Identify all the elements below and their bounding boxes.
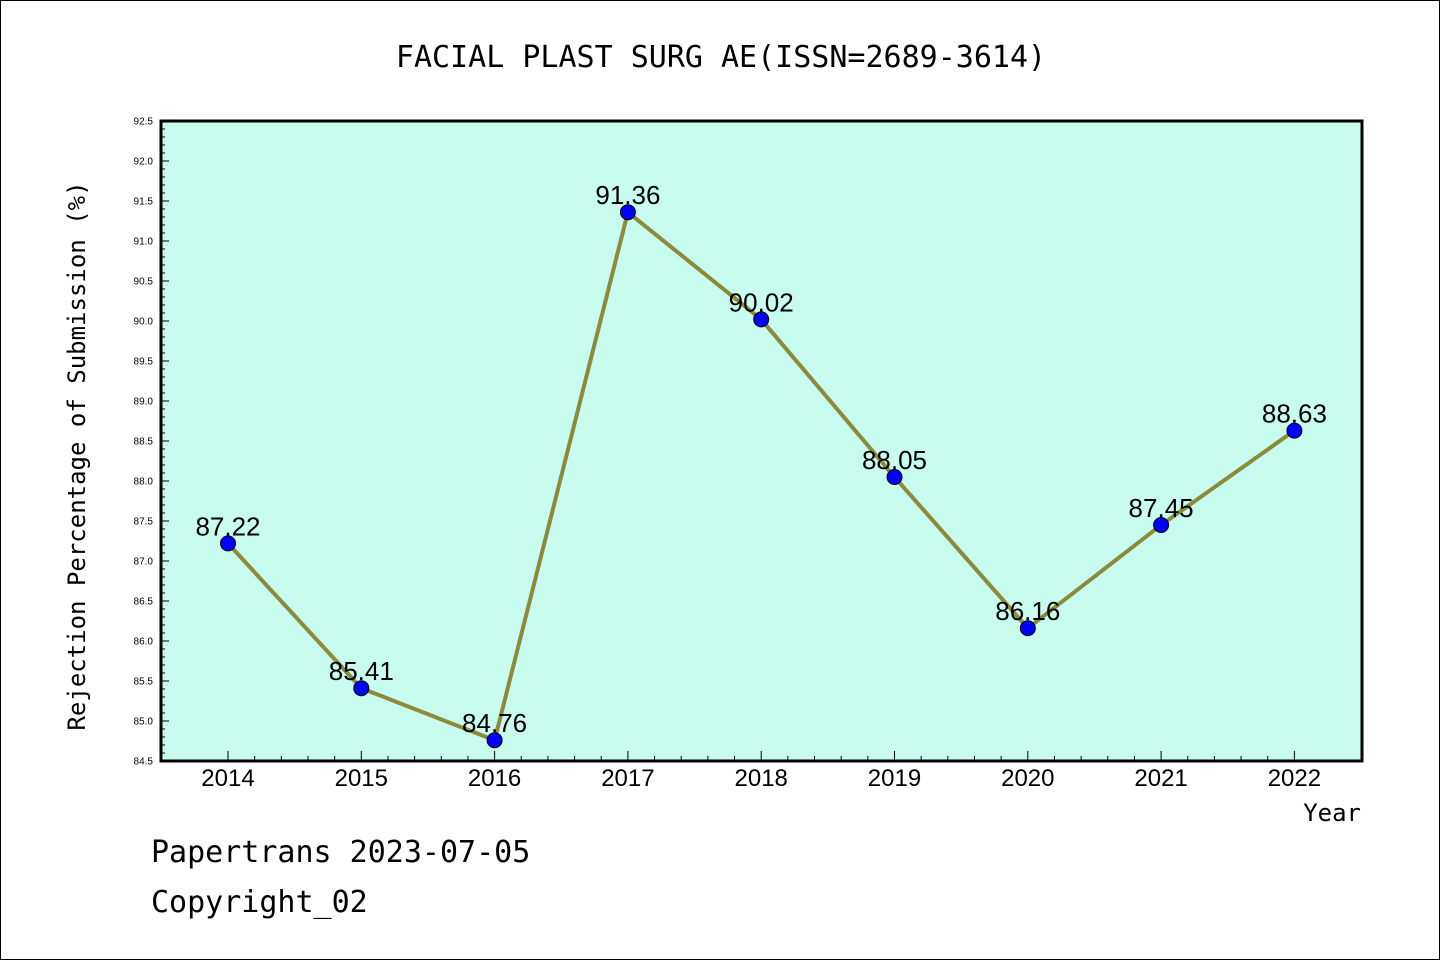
y-tick-label: 88.5	[134, 437, 154, 448]
data-point	[486, 732, 503, 749]
data-label: 88.63	[1262, 399, 1327, 429]
data-label: 90.02	[729, 287, 794, 317]
y-axis-label: Rejection Percentage of Submission (%)	[63, 181, 91, 730]
data-label: 91.36	[595, 180, 660, 210]
y-tick-label: 89.5	[134, 357, 154, 368]
x-tick-label: 2020	[1001, 765, 1054, 792]
x-tick-label: 2022	[1268, 765, 1321, 792]
data-label: 87.22	[195, 511, 260, 541]
y-tick-label: 86.0	[134, 637, 154, 648]
x-axis: 2014 2015 2016 2017 2018 2019 2020 2021 2022	[201, 751, 1321, 792]
data-point	[1019, 620, 1036, 637]
data-point	[1286, 422, 1303, 439]
data-point	[353, 680, 370, 697]
data-labels: 87.22 85.41 84.76 91.36 90.02 88.05 86.16 87.45…	[195, 180, 1326, 738]
footer-copyright: Copyright_02	[151, 885, 368, 920]
y-axis: 84.5 85.0 85.5 86.0 86.5 87.0 87.5 88.0 88.5 89.0…	[134, 117, 169, 768]
y-tick-label: 85.5	[134, 677, 154, 688]
data-label: 88.05	[862, 445, 927, 475]
y-tick-label: 92.5	[134, 117, 154, 128]
x-tick-label: 2017	[601, 765, 654, 792]
x-tick-label: 2019	[868, 765, 921, 792]
y-tick-label: 85.0	[134, 717, 154, 728]
data-label: 86.16	[995, 596, 1060, 626]
x-tick-label: 2016	[468, 765, 521, 792]
x-axis-label: Year	[1303, 799, 1361, 827]
x-tick-label: 2021	[1134, 765, 1187, 792]
y-tick-label: 92.0	[134, 157, 154, 168]
y-tick-label: 90.5	[134, 277, 154, 288]
data-point	[886, 469, 903, 485]
y-tick-label: 87.5	[134, 517, 154, 528]
data-point	[1153, 517, 1170, 533]
chart-title: FACIAL PLAST SURG AE(ISSN=2689-3614)	[396, 40, 1046, 75]
y-tick-label: 86.5	[134, 597, 154, 608]
y-tick-label: 84.5	[134, 757, 154, 768]
data-point	[753, 311, 770, 328]
y-tick-label: 88.0	[134, 477, 154, 488]
data-point	[220, 535, 236, 552]
x-tick-label: 2014	[201, 765, 254, 792]
y-tick-label: 91.5	[134, 197, 154, 208]
x-tick-label: 2018	[735, 765, 788, 792]
y-tick-label: 89.0	[134, 397, 154, 408]
plot-area	[159, 119, 1364, 763]
y-tick-label: 91.0	[134, 237, 154, 248]
data-label: 84.76	[462, 708, 527, 738]
data-point	[619, 204, 636, 221]
data-label: 85.41	[329, 656, 394, 686]
x-tick-label: 2015	[335, 765, 388, 792]
y-tick-label: 87.0	[134, 557, 154, 568]
footer-source: Papertrans 2023-07-05	[151, 835, 531, 870]
y-tick-label: 90.0	[134, 317, 154, 328]
series-markers	[220, 204, 1303, 749]
data-label: 87.45	[1129, 493, 1194, 523]
